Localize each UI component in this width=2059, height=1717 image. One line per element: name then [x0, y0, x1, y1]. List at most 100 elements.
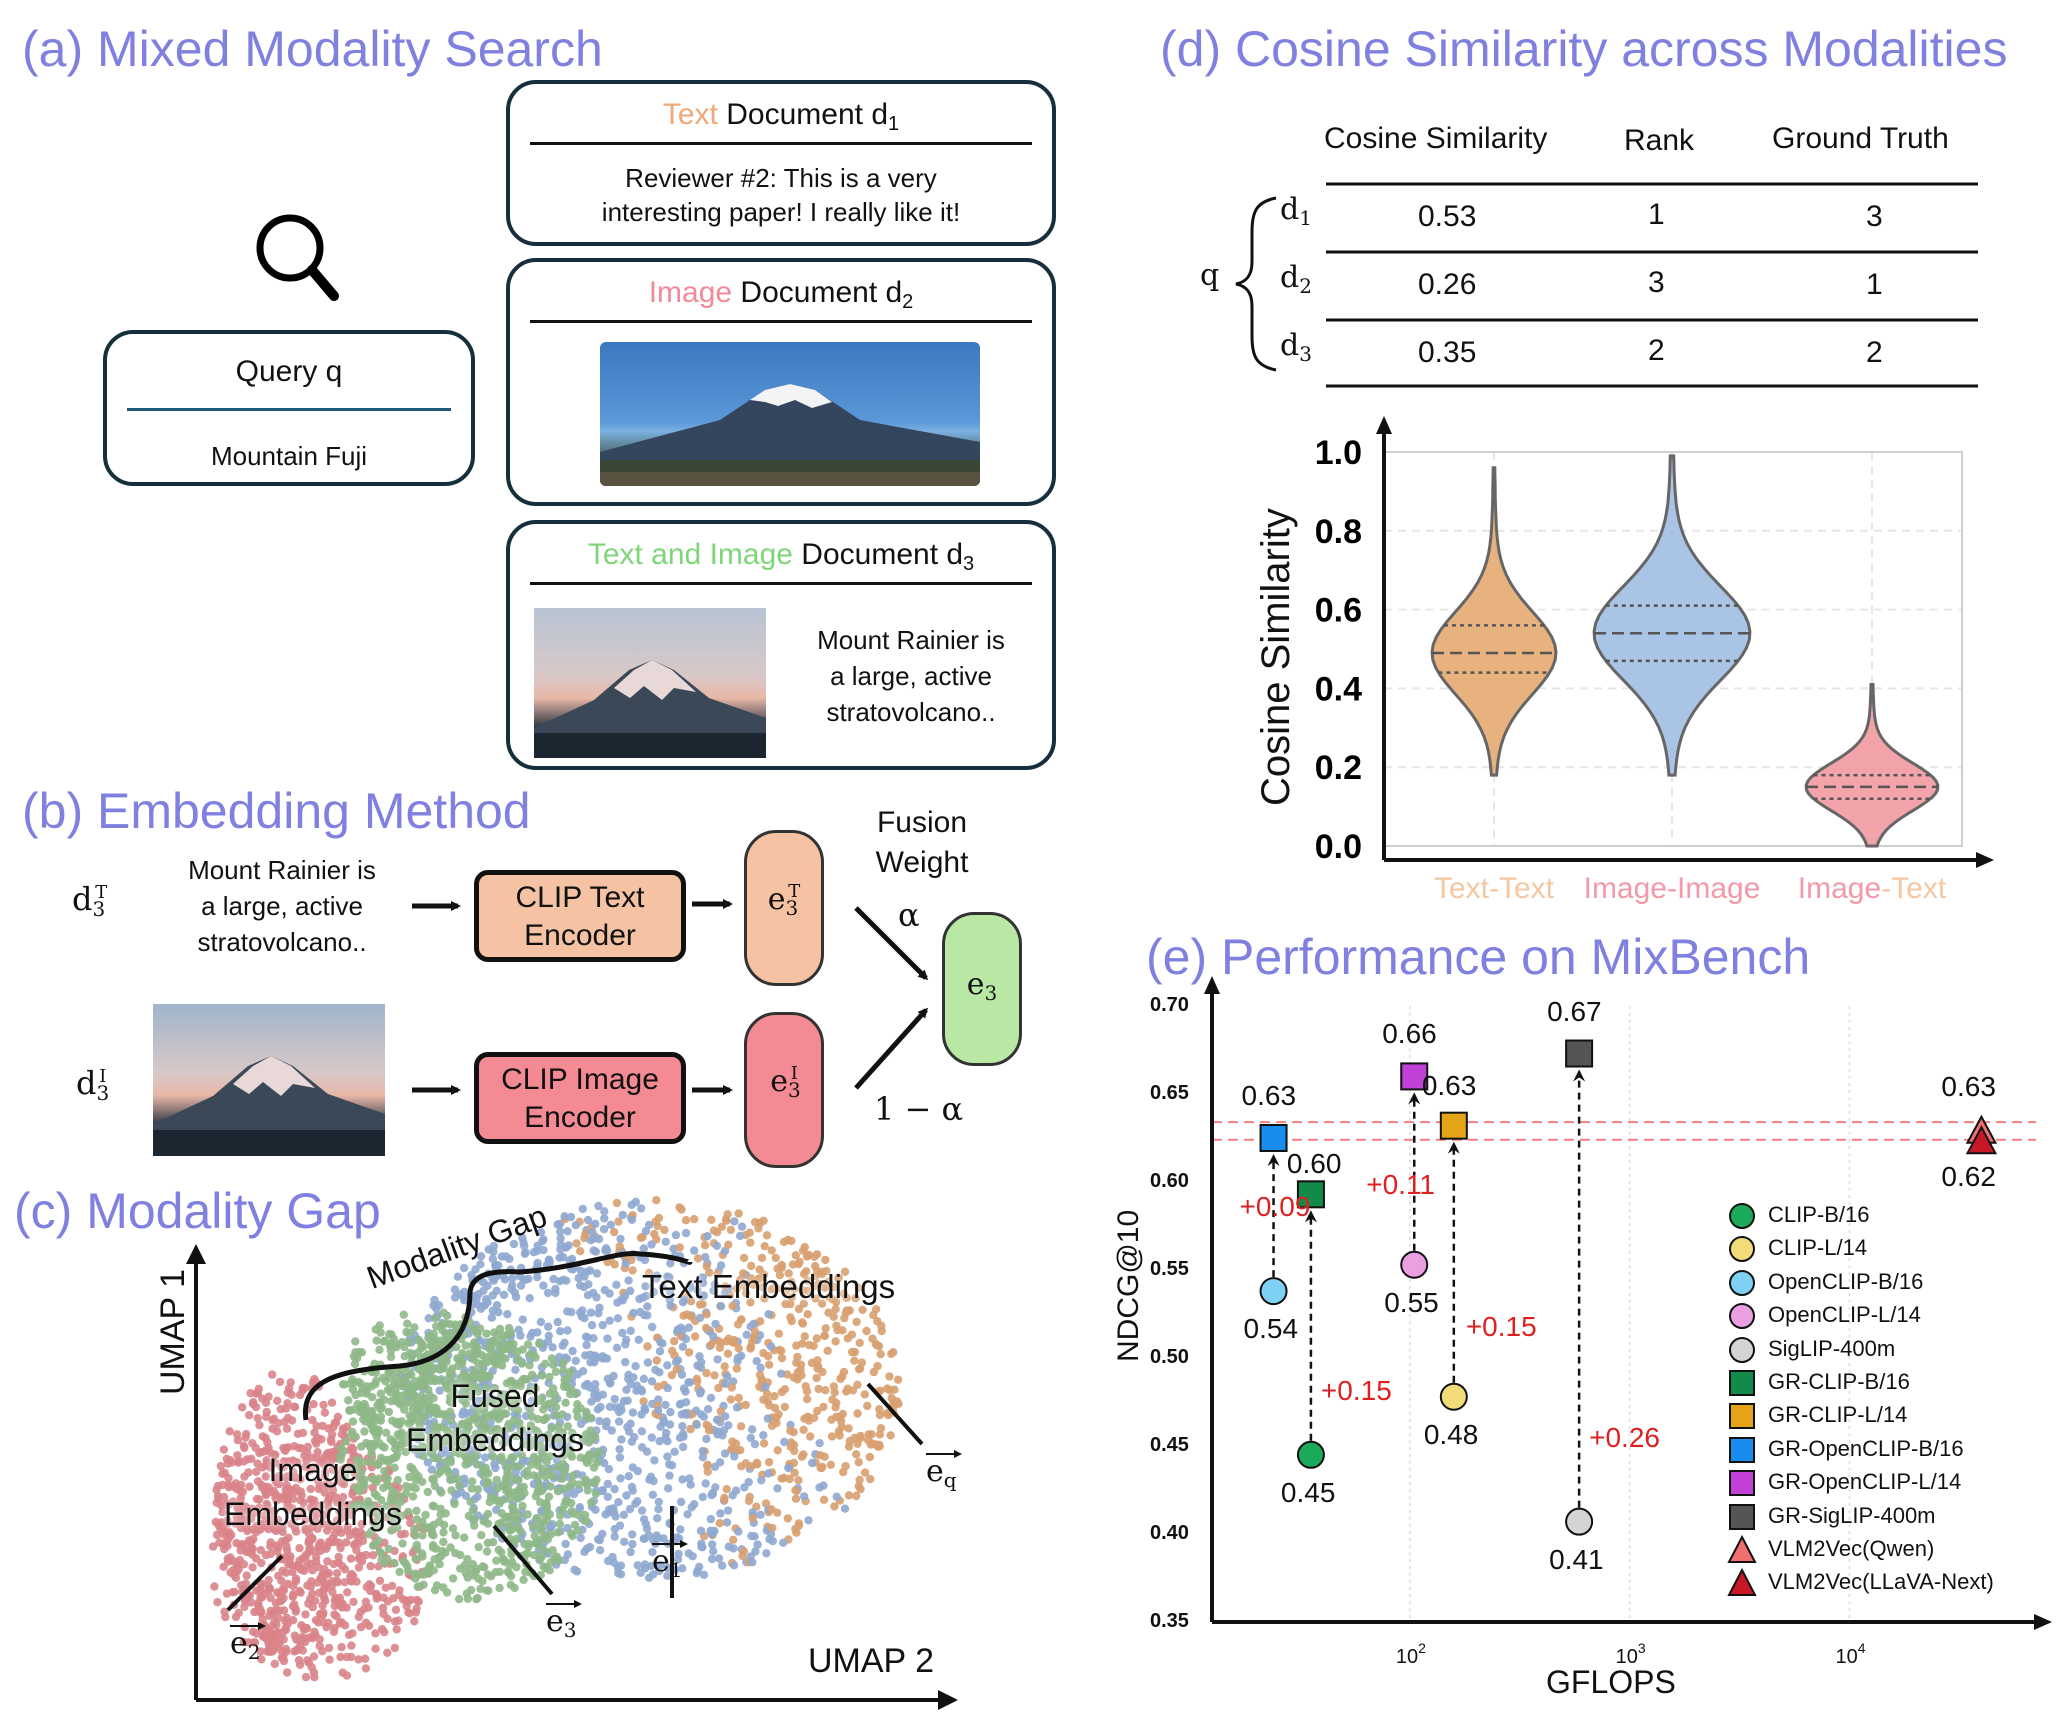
- point-gr_clip_b: [1296, 1180, 1325, 1209]
- e-ytick-label: 0.40: [1150, 1522, 1189, 1544]
- col-gt-header: Ground Truth: [1772, 122, 1949, 155]
- legend-marker: [1727, 1568, 1757, 1597]
- row-d1-rank: 1: [1648, 198, 1665, 231]
- point-oclip_l: [1400, 1250, 1429, 1279]
- e-xtick-label: 104: [1836, 1640, 1866, 1669]
- xtick-base: 10: [1835, 1646, 1858, 1668]
- point-clip_l: [1439, 1382, 1468, 1411]
- violin-ytick-label: 0.6: [1315, 592, 1362, 630]
- xtick-exp: 3: [1637, 1640, 1646, 1656]
- legend-marker: [1729, 1336, 1755, 1363]
- text-image-document-box: Text and Image Document d3 Mount Rainier…: [506, 520, 1056, 770]
- legend-label: GR-OpenCLIP-L/14: [1768, 1469, 1962, 1495]
- xtick-part-a: Image: [1797, 872, 1882, 905]
- row-d1-gt: 3: [1866, 200, 1883, 233]
- legend-marker: [1729, 1403, 1755, 1430]
- scatter-points: [1259, 1039, 1998, 1536]
- d3-image-symbol: d3I: [76, 1064, 110, 1105]
- legend-marker: [1729, 1203, 1755, 1229]
- query-divider: [127, 408, 451, 411]
- col-cosine-header: Cosine Similarity: [1324, 122, 1548, 155]
- legend-label: CLIP-B/16: [1768, 1202, 1870, 1227]
- value-label-siglip: 0.41: [1549, 1543, 1604, 1575]
- row-d3-cos: 0.35: [1418, 336, 1477, 369]
- legend-label: GR-CLIP-B/16: [1768, 1369, 1910, 1394]
- row-d1-cos: 0.53: [1418, 200, 1477, 233]
- doc1-sub: 1: [888, 113, 900, 135]
- violin-xtick-label: Text-Text: [1384, 872, 1604, 906]
- doc3-header: Text and Image Document d3: [510, 538, 1052, 576]
- doc3-line3: stratovolcano..: [826, 697, 996, 727]
- point-siglip: [1565, 1507, 1594, 1536]
- e-xlabel: GFLOPS: [1546, 1664, 1676, 1700]
- one-minus-alpha-label: 1 − α: [874, 1090, 964, 1128]
- doc2-label: Document d: [740, 276, 903, 309]
- e-xtick-label: 102: [1396, 1640, 1426, 1669]
- violin-ytick-label: 0.0: [1315, 828, 1362, 866]
- legend-label: VLM2Vec(LLaVA-Next): [1768, 1569, 1994, 1595]
- eq-label: eq: [926, 1446, 962, 1492]
- e3-image-embedding: e3I: [744, 1012, 824, 1168]
- xtick-exp: 4: [1857, 1640, 1866, 1656]
- b-text-line3: stratovolcano..: [197, 927, 367, 957]
- panel-b-title: (b) Embedding Method: [22, 783, 531, 839]
- doc3-sub: 3: [963, 553, 975, 575]
- legend-label: OpenCLIP-L/14: [1768, 1302, 1921, 1328]
- e-ytick-label: 0.55: [1150, 1258, 1189, 1280]
- query-box: Query q Mountain Fuji: [103, 330, 475, 486]
- b-rainier-photo: [153, 1004, 385, 1156]
- e-ytick-label: 0.65: [1150, 1082, 1189, 1104]
- violin-ytick-label: 0.8: [1315, 513, 1362, 551]
- violin-body: [1804, 683, 1940, 848]
- gain-label-clip_b: +0.15: [1320, 1374, 1392, 1406]
- row-d2-cos: 0.26: [1418, 268, 1477, 301]
- point-gr_clip_l: [1439, 1111, 1468, 1140]
- violin-body: [1592, 454, 1752, 777]
- legend-marker: [1729, 1269, 1755, 1296]
- doc2-modality: Image: [648, 276, 733, 309]
- panel-d-title: (d) Cosine Similarity across Modalities: [1160, 21, 2008, 77]
- point-gr_siglip: [1565, 1039, 1594, 1068]
- doc1-modality: Text: [662, 98, 718, 131]
- doc2-header: Image Document d2: [510, 276, 1052, 314]
- legend-marker: [1727, 1534, 1757, 1563]
- col-rank-header: Rank: [1624, 124, 1695, 157]
- value-label-vlm_qwen: 0.63: [1941, 1070, 1996, 1102]
- legend-label: GR-CLIP-L/14: [1768, 1402, 1908, 1428]
- gain-label-oclip_l: +0.11: [1366, 1168, 1436, 1200]
- clip-text-encoder: CLIP Text Encoder: [474, 870, 686, 962]
- e-ylabel: NDCG@10: [1112, 1209, 1145, 1362]
- panel-a-title: (a) Mixed Modality Search: [22, 21, 603, 77]
- legend-marker: [1729, 1236, 1755, 1263]
- doc2-divider: [530, 320, 1032, 323]
- e-ytick-label: 0.60: [1150, 1170, 1189, 1192]
- row-d1-label: d1: [1280, 192, 1312, 230]
- value-label-vlm_llava: 0.62: [1941, 1161, 1996, 1193]
- value-label-oclip_l: 0.55: [1384, 1286, 1439, 1318]
- legend-marker: [1729, 1303, 1755, 1330]
- e-ytick-label: 0.45: [1150, 1434, 1189, 1456]
- e2-label: e2: [230, 1618, 266, 1664]
- legend-label: SigLIP-400m: [1768, 1335, 1896, 1361]
- value-label-gr_oclip_l: 0.66: [1382, 1018, 1437, 1050]
- improvement-arrows: [1267, 1069, 1586, 1508]
- legend-marker: [1729, 1436, 1755, 1463]
- xtick-part-b: Image: [1677, 872, 1761, 905]
- value-label-gr_clip_l: 0.63: [1421, 1069, 1477, 1101]
- row-d2-label: d2: [1280, 260, 1312, 298]
- xtick-part-b: Text: [1499, 872, 1555, 905]
- xtick-part-a: Image: [1583, 872, 1667, 905]
- value-label-gr_siglip: 0.67: [1547, 995, 1602, 1027]
- panel-e-title: (e) Performance on MixBench: [1146, 929, 1811, 985]
- value-label-gr_clip_b: 0.60: [1286, 1148, 1342, 1180]
- doc3-label: Document d: [801, 538, 964, 571]
- xtick-part-b: Text: [1891, 872, 1947, 905]
- e3-fused-embedding: e3: [942, 912, 1022, 1066]
- fusion-weight-label: Fusion Weight: [875, 806, 969, 879]
- gain-label-oclip_b: +0.09: [1239, 1191, 1311, 1223]
- legend-label: VLM2Vec(Qwen): [1768, 1536, 1935, 1561]
- value-label-gr_oclip_b: 0.63: [1241, 1080, 1297, 1111]
- row-d2-gt: 1: [1866, 268, 1883, 301]
- point-oclip_b: [1259, 1277, 1288, 1306]
